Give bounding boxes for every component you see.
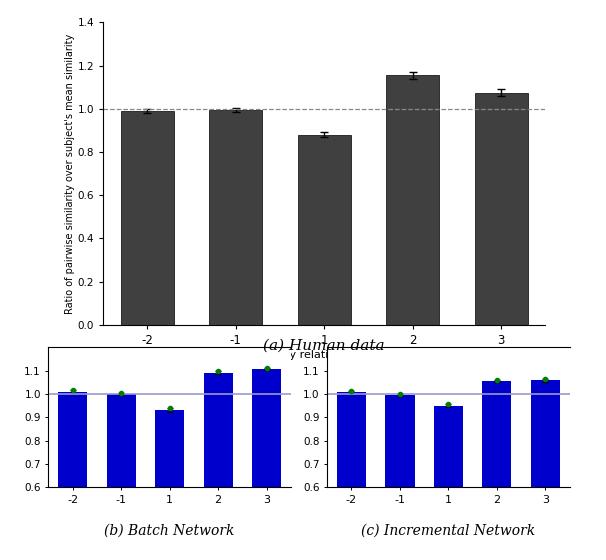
Text: (b) Batch Network: (b) Batch Network	[104, 524, 235, 538]
Bar	[531, 380, 560, 560]
Bar	[252, 368, 281, 560]
Bar	[482, 381, 511, 560]
Text: (a) Human data: (a) Human data	[264, 339, 385, 353]
Bar	[385, 395, 415, 560]
Bar	[474, 92, 528, 325]
Bar	[337, 392, 366, 560]
Bar	[434, 405, 463, 560]
Bar	[58, 391, 87, 560]
Y-axis label: Ratio of pairwise similarity over subject's mean similarity: Ratio of pairwise similarity over subjec…	[65, 34, 75, 314]
Bar	[121, 111, 174, 325]
Bar	[386, 75, 439, 325]
Bar	[107, 394, 136, 560]
Bar	[209, 110, 262, 325]
Bar	[204, 373, 233, 560]
Bar	[155, 410, 184, 560]
Text: (c) Incremental Network: (c) Incremental Network	[361, 524, 536, 538]
Bar	[298, 135, 351, 325]
X-axis label: Order of entry relative to patch switch: Order of entry relative to patch switch	[218, 349, 431, 360]
